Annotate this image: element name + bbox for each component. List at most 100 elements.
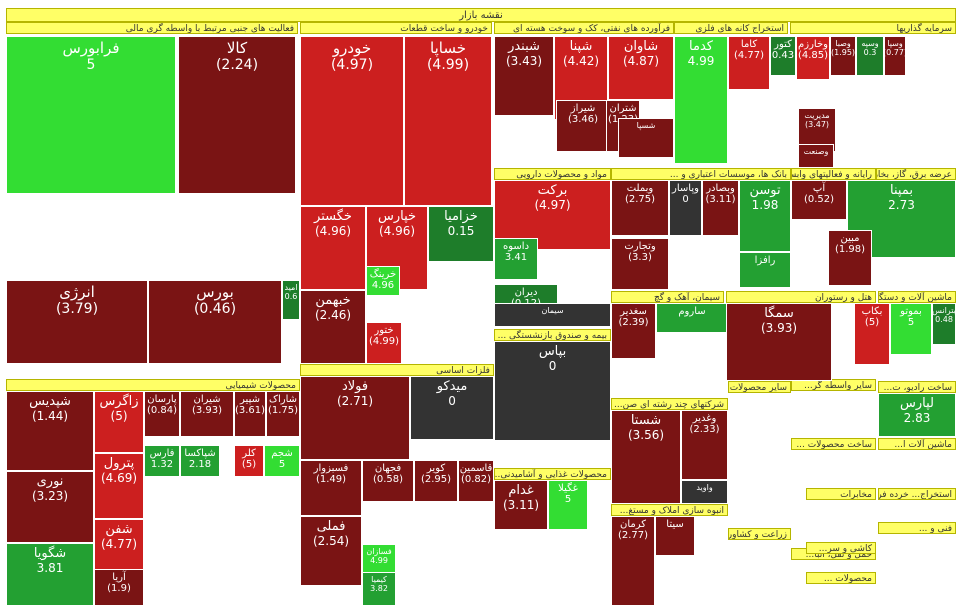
treemap-tile[interactable]: توسن 1.98: [739, 180, 791, 252]
treemap-tile[interactable]: شبندر (3.43): [494, 36, 554, 116]
sector-header[interactable]: ساخت رادیو، ت...: [878, 381, 956, 393]
treemap-tile[interactable]: زاگرس (5): [94, 391, 144, 453]
sector-header[interactable]: بانک ها، موسسات اعتباری و ...: [611, 168, 791, 180]
treemap-tile[interactable]: وخارزم (4.85): [796, 36, 830, 80]
sector-header[interactable]: رایانه و فعالیتهای وابسته به آن: [791, 168, 876, 180]
sector-header[interactable]: سایر محصولات...: [728, 381, 791, 393]
treemap-tile[interactable]: خزامیا 0.15: [428, 206, 494, 262]
treemap-tile[interactable]: پارسان (0.84): [144, 391, 180, 437]
treemap-tile[interactable]: بپاس 0: [494, 341, 611, 441]
treemap-tile[interactable]: شسپا: [618, 118, 674, 158]
treemap-tile[interactable]: فولاد (2.71): [300, 376, 410, 460]
treemap-tile[interactable]: رافزا: [739, 252, 791, 288]
treemap-tile[interactable]: خبهمن (2.46): [300, 290, 366, 364]
treemap-tile[interactable]: سغدیر (2.39): [611, 303, 656, 359]
treemap-tile[interactable]: میدکو 0: [410, 376, 494, 440]
sector-header[interactable]: فرآورده های نفتی، کک و سوخت هسته ای: [494, 22, 674, 34]
treemap-tile[interactable]: شپیر (3.61): [234, 391, 266, 437]
sector-header[interactable]: زراعت و کشاورزی...: [728, 528, 791, 540]
sector-header[interactable]: فلزات اساسی: [300, 364, 494, 376]
treemap-tile[interactable]: پترول (4.69): [94, 453, 144, 519]
treemap-tile[interactable]: بترانس 0.48: [932, 303, 956, 345]
treemap-tile[interactable]: فرابورس 5: [6, 36, 176, 194]
treemap-tile[interactable]: خرینگ 4.96: [366, 266, 400, 296]
treemap-tile[interactable]: غدام (3.11): [494, 480, 548, 530]
treemap-tile[interactable]: انرژی (3.79): [6, 280, 148, 364]
treemap-tile[interactable]: آریا (1.9): [94, 569, 144, 606]
treemap-tile[interactable]: سیمان: [494, 303, 611, 327]
treemap-tile[interactable]: کویر (2.95): [414, 460, 458, 502]
sector-header[interactable]: محصولات غذایی و آشامیدنی...: [494, 468, 611, 480]
sector-header[interactable]: بیمه و صندوق بازنشستگی ...: [494, 329, 611, 341]
treemap-tile[interactable]: امید 0.6: [282, 280, 300, 320]
sector-header[interactable]: فعالیت های جنبی مرتبط با واسطه گری مالی: [6, 22, 298, 34]
treemap-tile[interactable]: نوری (3.23): [6, 471, 94, 543]
treemap-tile[interactable]: شیراز (3.46): [556, 100, 610, 152]
treemap-tile[interactable]: کیمیا 3.82: [362, 572, 396, 606]
treemap-tile[interactable]: خگستر (4.96): [300, 206, 366, 290]
treemap-tile[interactable]: کاما (4.77): [728, 36, 770, 90]
treemap-tile[interactable]: سیتا: [655, 516, 695, 556]
treemap-tile[interactable]: شگویا 3.81: [6, 543, 94, 606]
treemap-tile[interactable]: شاوان (4.87): [608, 36, 674, 100]
treemap-tile[interactable]: شیران (3.93): [180, 391, 234, 437]
treemap-tile[interactable]: بموتو 5: [890, 303, 932, 355]
sector-header[interactable]: خودرو و ساخت قطعات: [300, 22, 492, 34]
treemap-tile[interactable]: بورس (0.46): [148, 280, 282, 364]
treemap-tile[interactable]: کلر (5): [234, 445, 264, 477]
treemap-tile[interactable]: خودرو (4.97): [300, 36, 404, 206]
treemap-tile[interactable]: وصبا (1.95): [830, 36, 856, 76]
treemap-tile[interactable]: وغدیر (2.33): [681, 410, 728, 480]
sector-header[interactable]: محصولات شیمیایی: [6, 379, 300, 391]
treemap-tile[interactable]: سمگا (3.93): [726, 303, 832, 381]
treemap-tile[interactable]: کالا (2.24): [178, 36, 296, 194]
sector-header[interactable]: مخابرات: [806, 488, 876, 500]
sector-header[interactable]: ساخت محصولات ...: [791, 438, 876, 450]
treemap-tile[interactable]: فسبزوار (1.49): [300, 460, 362, 516]
treemap-tile[interactable]: وبملت (2.75): [611, 180, 669, 236]
sector-header[interactable]: سرمایه گذاریها: [790, 22, 956, 34]
sector-header[interactable]: شرکتهای چند رشته ای صن...: [611, 398, 728, 410]
treemap-tile[interactable]: شپاکسا 2.18: [180, 445, 220, 477]
treemap-tile[interactable]: وسپا(0.77): [884, 36, 906, 76]
treemap-tile[interactable]: کرمان (2.77): [611, 516, 655, 606]
treemap-tile[interactable]: وسپه 0.3: [856, 36, 884, 76]
sector-header[interactable]: کاشی و سر...: [806, 542, 876, 554]
treemap-tile[interactable]: فارس 1.32: [144, 445, 180, 477]
treemap-tile[interactable]: کدما 4.99: [674, 36, 728, 164]
sector-header[interactable]: انبوه سازی املاک و مستغ...: [611, 504, 728, 516]
treemap-tile[interactable]: ختور (4.99): [366, 322, 402, 364]
treemap-tile[interactable]: شستا (3.56): [611, 410, 681, 504]
sector-header[interactable]: ماشین آلات و دستگاه ها...: [878, 291, 956, 303]
treemap-tile[interactable]: وپاسار 0: [669, 180, 702, 236]
sector-header[interactable]: استخراج کانه های فلزی: [674, 22, 788, 34]
treemap-tile[interactable]: ساروم: [656, 303, 728, 333]
treemap-tile[interactable]: غگیلا 5: [548, 480, 588, 530]
sector-header[interactable]: هتل و رستوران: [726, 291, 876, 303]
treemap-tile[interactable]: مبین (1.98): [828, 230, 872, 286]
sector-header[interactable]: محصولات ...: [806, 572, 876, 584]
treemap-tile[interactable]: وتجارت (3.3): [611, 238, 669, 290]
treemap-tile[interactable]: وبصادر (3.11): [702, 180, 739, 236]
treemap-tile[interactable]: فملی (2.54): [300, 516, 362, 586]
treemap-tile[interactable]: وصنعت: [798, 144, 834, 168]
treemap-tile[interactable]: شجم 5: [264, 445, 300, 477]
sector-header[interactable]: استخراج... خرده فر...: [878, 488, 956, 500]
treemap-tile[interactable]: شپدیس (1.44): [6, 391, 94, 471]
treemap-tile[interactable]: واوید: [681, 480, 728, 504]
treemap-tile[interactable]: شاراک (1.75): [266, 391, 300, 437]
sector-header[interactable]: ماشین آلات ا...: [878, 438, 956, 450]
sector-header[interactable]: مواد و محصولات دارویی: [494, 168, 611, 180]
treemap-tile[interactable]: کتور 0.43: [770, 36, 796, 76]
sector-header[interactable]: سیمان، آهک و گچ: [611, 291, 724, 303]
treemap-tile[interactable]: فجهان (0.58): [362, 460, 414, 502]
treemap-tile[interactable]: آپ (0.52): [791, 180, 847, 220]
sector-header[interactable]: سایر واسطه گر...: [791, 379, 876, 391]
treemap-tile[interactable]: قاسمین (0.82): [458, 460, 494, 502]
treemap-tile[interactable]: خساپا (4.99): [404, 36, 492, 206]
sector-header[interactable]: فنی و ...: [878, 522, 956, 534]
treemap-tile[interactable]: بکاب (5): [854, 303, 890, 365]
treemap-tile[interactable]: لپارس 2.83: [878, 393, 956, 437]
treemap-tile[interactable]: داسوه 3.41: [494, 238, 538, 280]
